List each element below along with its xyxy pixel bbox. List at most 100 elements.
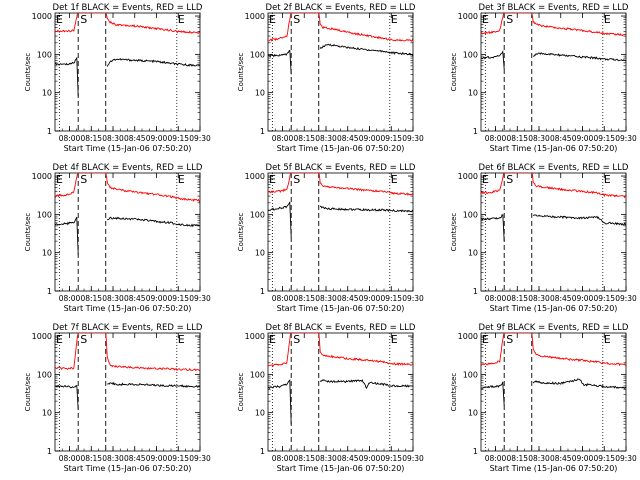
x-tick-label: 08:30 xyxy=(102,134,124,143)
y-tick-label: 100 xyxy=(250,210,265,219)
x-tick-label: 09:15 xyxy=(380,134,402,143)
chart-panel-4: Det 4f BLACK = Events, RED = LLD 1 10 100 10… xyxy=(0,160,213,320)
y-tick-label: 1000 xyxy=(32,12,52,21)
series-group xyxy=(481,333,626,406)
y-axis-label: Counts/sec xyxy=(450,213,458,252)
x-tick-label: 08:00 xyxy=(59,134,81,143)
x-tick-label: 08:30 xyxy=(528,294,550,303)
y-tick-label: 100 xyxy=(37,210,52,219)
marker-label-e-right: E xyxy=(391,333,398,346)
x-tick-label: 08:00 xyxy=(272,294,294,303)
y-tick-label: 1 xyxy=(260,287,265,296)
chart-svg: Det 9f BLACK = Events, RED = LLD 1 10 100 10… xyxy=(450,323,637,473)
chart-title: Det 4f BLACK = Events, RED = LLD xyxy=(53,163,203,173)
chart-svg: Det 7f BLACK = Events, RED = LLD 1 10 100 10… xyxy=(24,323,211,473)
x-tick-label: 08:45 xyxy=(337,294,359,303)
x-tick-label: 08:45 xyxy=(550,294,572,303)
x-tick-label: 09:30 xyxy=(402,134,424,143)
marker-label-e-right: E xyxy=(391,13,398,26)
x-tick-label: 08:30 xyxy=(528,454,550,463)
x-tick-label: 09:15 xyxy=(380,294,402,303)
y-tick-label: 1 xyxy=(473,287,478,296)
x-tick-label: 09:00 xyxy=(572,454,594,463)
chart-title: Det 6f BLACK = Events, RED = LLD xyxy=(479,163,629,173)
y-tick-label: 1000 xyxy=(458,172,478,181)
marker-label-e-right: E xyxy=(391,173,398,186)
x-tick-label: 09:30 xyxy=(189,134,211,143)
series-group xyxy=(481,13,626,70)
marker-label-s: S xyxy=(80,333,87,346)
chart-svg: Det 8f BLACK = Events, RED = LLD 1 10 100 10… xyxy=(237,323,424,473)
chart-svg: Det 4f BLACK = Events, RED = LLD 1 10 100 10… xyxy=(24,163,211,313)
x-axis-label: Start Time (15-Jan-06 07:50:20) xyxy=(490,144,618,153)
marker-label-s: S xyxy=(80,173,87,186)
y-axis-label: Counts/sec xyxy=(24,373,32,412)
marker-label-s: S xyxy=(293,173,300,186)
y-tick-label: 10 xyxy=(468,249,478,258)
x-axis-label: Start Time (15-Jan-06 07:50:20) xyxy=(277,464,405,473)
series-line-lld xyxy=(55,333,200,372)
x-tick-label: 09:15 xyxy=(593,134,615,143)
series-group xyxy=(55,173,200,255)
x-tick-label: 09:00 xyxy=(146,454,168,463)
x-tick-label: 08:15 xyxy=(293,454,315,463)
series-line-events xyxy=(481,378,626,406)
x-axis-label: Start Time (15-Jan-06 07:50:20) xyxy=(64,464,192,473)
chart-panel-3: Det 3f BLACK = Events, RED = LLD 1 10 100 10… xyxy=(426,0,639,160)
y-tick-label: 1000 xyxy=(458,12,478,21)
chart-title: Det 2f BLACK = Events, RED = LLD xyxy=(266,3,416,13)
y-tick-label: 10 xyxy=(42,409,52,418)
x-tick-label: 08:45 xyxy=(124,134,146,143)
chart-svg: Det 3f BLACK = Events, RED = LLD 1 10 100 10… xyxy=(450,3,637,153)
x-tick-label: 08:45 xyxy=(337,134,359,143)
series-line-events xyxy=(268,378,413,425)
marker-label-s: S xyxy=(506,333,513,346)
series-line-lld xyxy=(268,13,413,42)
x-tick-label: 09:30 xyxy=(189,294,211,303)
series-line-lld xyxy=(481,173,626,199)
chart-title: Det 8f BLACK = Events, RED = LLD xyxy=(266,323,416,333)
x-tick-label: 09:15 xyxy=(167,454,189,463)
y-tick-label: 10 xyxy=(468,409,478,418)
x-tick-label: 08:30 xyxy=(528,134,550,143)
chart-panel-6: Det 6f BLACK = Events, RED = LLD 1 10 100 10… xyxy=(426,160,639,320)
x-tick-label: 08:00 xyxy=(272,134,294,143)
x-tick-label: 08:00 xyxy=(59,454,81,463)
x-axis-label: Start Time (15-Jan-06 07:50:20) xyxy=(64,144,192,153)
chart-svg: Det 1f BLACK = Events, RED = LLD 1 10 100 10… xyxy=(24,3,211,153)
y-axis-label: Counts/sec xyxy=(450,373,458,412)
series-line-events xyxy=(55,381,200,410)
chart-svg: Det 6f BLACK = Events, RED = LLD 1 10 100 10… xyxy=(450,163,637,313)
series-line-events xyxy=(55,216,200,255)
chart-panel-5: Det 5f BLACK = Events, RED = LLD 1 10 100 10… xyxy=(213,160,426,320)
marker-label-e-left: E xyxy=(269,333,276,346)
x-tick-label: 08:30 xyxy=(315,454,337,463)
x-tick-label: 08:00 xyxy=(272,454,294,463)
y-tick-label: 100 xyxy=(463,50,478,59)
y-tick-label: 100 xyxy=(250,370,265,379)
marker-label-e-right: E xyxy=(604,333,611,346)
x-axis-label: Start Time (15-Jan-06 07:50:20) xyxy=(277,144,405,153)
series-group xyxy=(55,333,200,410)
series-line-lld xyxy=(268,173,413,197)
series-line-lld xyxy=(55,13,200,34)
marker-label-s: S xyxy=(80,13,87,26)
x-tick-label: 08:45 xyxy=(550,134,572,143)
x-tick-label: 08:30 xyxy=(102,454,124,463)
marker-label-e-right: E xyxy=(604,13,611,26)
x-tick-label: 08:00 xyxy=(485,294,507,303)
series-line-lld xyxy=(55,173,200,203)
x-tick-label: 09:30 xyxy=(189,454,211,463)
series-line-events xyxy=(268,43,413,75)
x-tick-label: 09:30 xyxy=(615,134,637,143)
series-group xyxy=(481,173,626,242)
y-tick-label: 100 xyxy=(250,50,265,59)
x-axis-label: Start Time (15-Jan-06 07:50:20) xyxy=(64,304,192,313)
x-tick-label: 09:00 xyxy=(572,294,594,303)
x-tick-label: 09:00 xyxy=(359,134,381,143)
plot-frame xyxy=(480,332,627,452)
marker-label-e-right: E xyxy=(604,173,611,186)
y-tick-label: 100 xyxy=(37,370,52,379)
x-tick-label: 09:30 xyxy=(615,294,637,303)
